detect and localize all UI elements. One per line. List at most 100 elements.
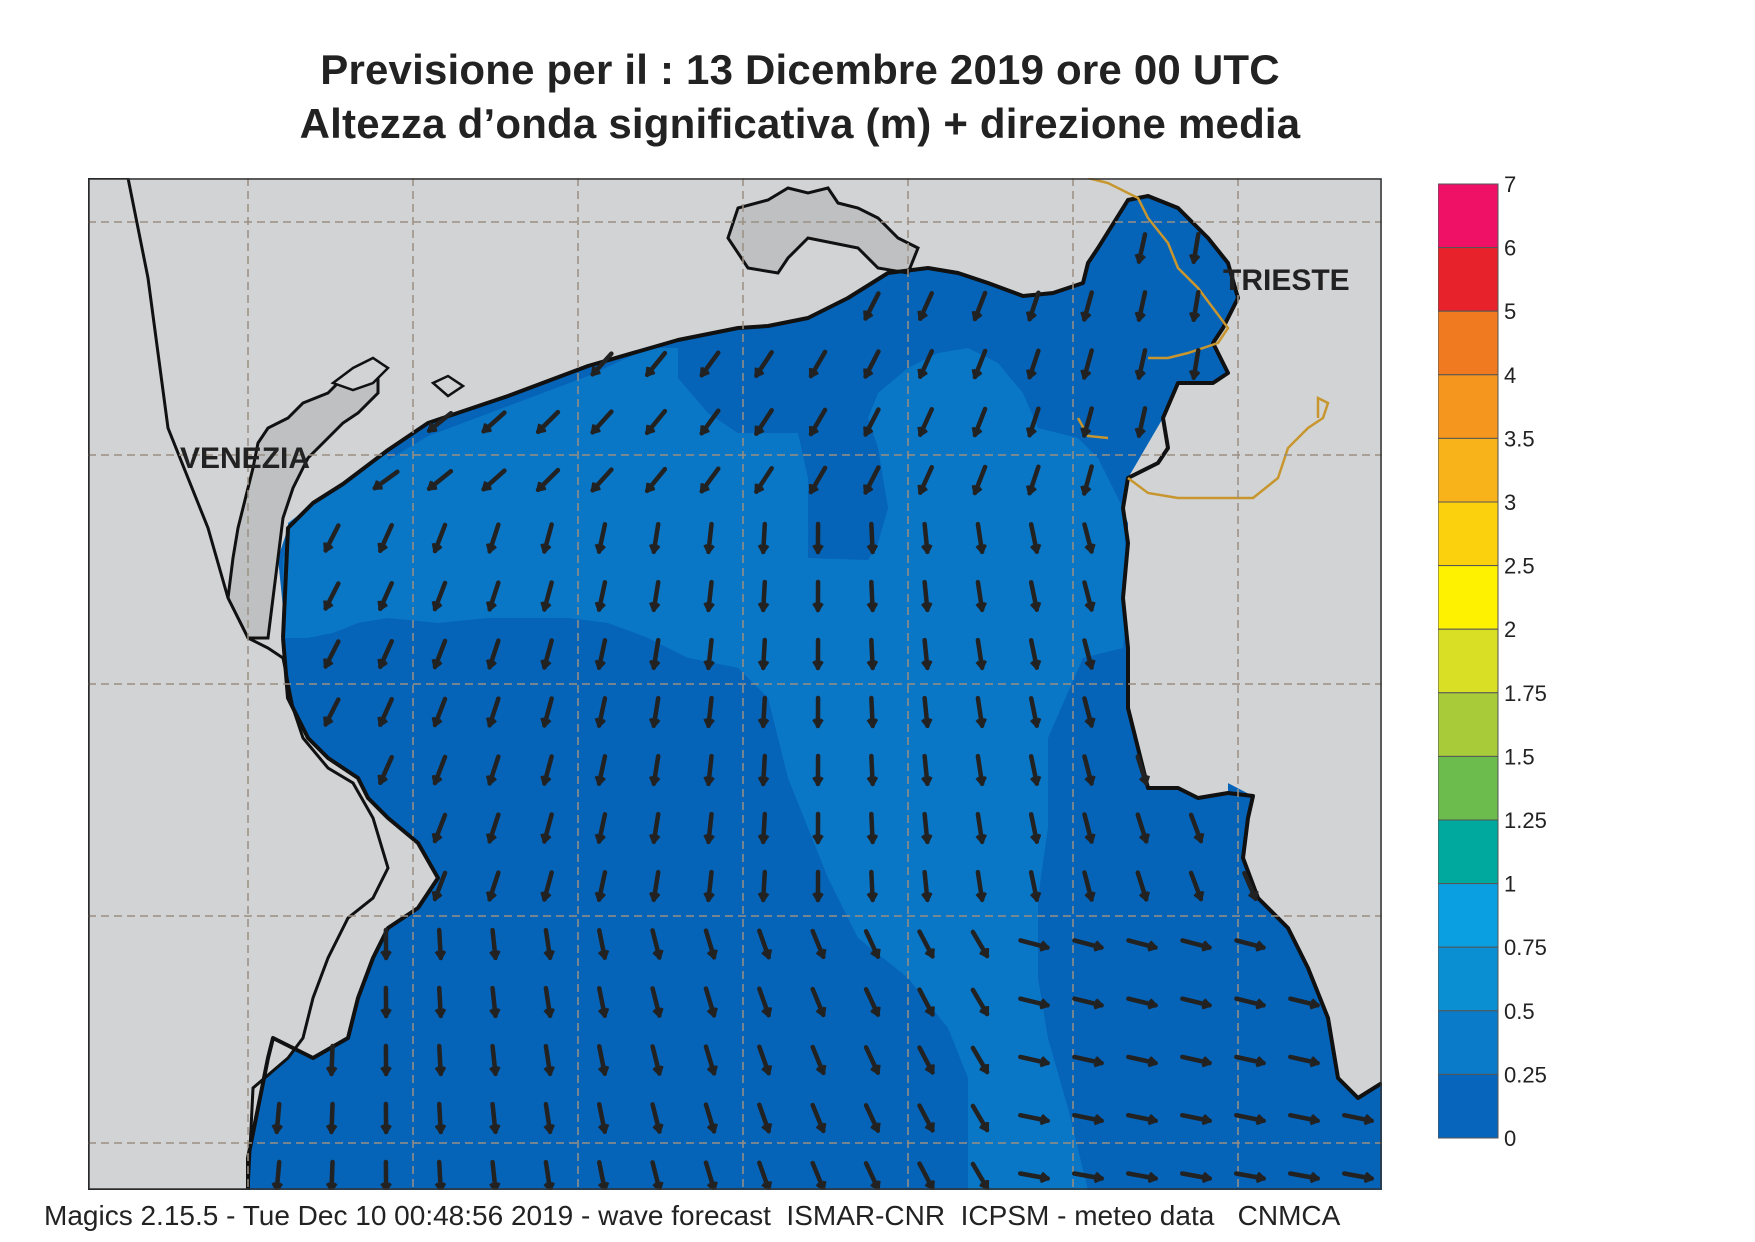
direction-arrow xyxy=(917,464,935,496)
arrow-head xyxy=(434,1066,447,1075)
direction-arrow xyxy=(699,466,721,494)
direction-arrow xyxy=(651,869,661,903)
arrow-head xyxy=(979,1006,990,1016)
arrow-head xyxy=(1080,427,1092,437)
arrow-head xyxy=(427,422,438,433)
arrow-head xyxy=(1030,543,1042,553)
arrow-head xyxy=(1134,427,1146,437)
direction-arrow xyxy=(1072,1112,1104,1124)
arrow-head xyxy=(1363,1113,1373,1126)
arrow-head xyxy=(812,834,824,843)
direction-arrow xyxy=(760,811,768,845)
direction-arrow xyxy=(706,637,714,671)
legend-swatch xyxy=(1438,946,1499,1012)
arrow-head xyxy=(481,481,492,492)
legend-swatch xyxy=(1438,565,1499,630)
direction-arrow xyxy=(372,469,400,491)
direction-arrow xyxy=(651,811,661,845)
arrow-head xyxy=(870,1064,881,1075)
direction-arrow xyxy=(703,986,717,1018)
arrow-head xyxy=(757,834,770,843)
arrow-head xyxy=(1084,543,1096,553)
arrow-head xyxy=(863,310,874,320)
arrow-head xyxy=(377,658,388,669)
arrow-head xyxy=(594,833,606,843)
direction-arrow xyxy=(703,1044,717,1076)
wave-direction-arrows xyxy=(271,231,1375,1190)
direction-arrow xyxy=(1028,522,1040,554)
direction-arrow xyxy=(869,521,875,555)
color-legend: 7 6 5 4 3.5 3 2.5 2 1.75 1.5 1.25 1 0.75 0.5 0.25 0 xyxy=(1438,172,1547,1151)
arrow-head xyxy=(870,1180,881,1190)
arrow-head xyxy=(921,833,933,844)
arrow-head xyxy=(1188,253,1201,263)
arrow-head xyxy=(1309,1171,1319,1184)
direction-arrow xyxy=(810,1044,826,1076)
direction-arrow xyxy=(651,521,661,555)
direction-arrow xyxy=(378,522,394,554)
arrow-head xyxy=(1138,833,1150,843)
arrow-head xyxy=(757,660,770,669)
legend-swatch xyxy=(1438,819,1499,885)
direction-arrow xyxy=(699,408,721,436)
direction-arrow xyxy=(490,1043,498,1077)
direction-arrow xyxy=(970,1161,990,1190)
arrow-head xyxy=(975,775,987,785)
graticule xyxy=(88,178,1382,1190)
legend-swatch xyxy=(1438,310,1499,376)
arrow-head xyxy=(481,423,492,434)
arrow-head xyxy=(866,544,879,553)
arrow-head xyxy=(870,1006,881,1017)
direction-arrow xyxy=(650,1102,662,1134)
arrow-head xyxy=(917,426,928,437)
direction-arrow xyxy=(970,1045,990,1075)
arrow-head xyxy=(808,484,819,494)
direction-arrow xyxy=(323,581,341,611)
direction-arrow xyxy=(487,522,501,554)
arrow-head xyxy=(1084,833,1096,843)
direction-arrow xyxy=(1082,696,1094,728)
arrow-head xyxy=(1080,369,1092,379)
arrow-head xyxy=(323,600,334,610)
arrow-head xyxy=(1039,1171,1049,1184)
direction-arrow xyxy=(1082,290,1094,322)
arrow-head xyxy=(540,543,552,553)
direction-arrow xyxy=(917,1103,935,1133)
legend-label: 3.5 xyxy=(1504,426,1535,451)
direction-arrow xyxy=(1027,406,1041,438)
legend-label: 0.5 xyxy=(1504,999,1535,1024)
arrow-head xyxy=(1030,659,1042,669)
arrow-head xyxy=(652,1065,664,1075)
direction-arrow xyxy=(650,986,662,1018)
arrow-head xyxy=(652,1123,664,1133)
direction-arrow xyxy=(1082,464,1094,496)
direction-arrow xyxy=(1188,870,1204,902)
arrow-head xyxy=(1147,1056,1157,1068)
arrow-head xyxy=(979,1064,990,1074)
direction-arrow xyxy=(543,985,553,1019)
arrow-head xyxy=(645,424,656,435)
arrow-head xyxy=(699,483,710,493)
direction-arrow xyxy=(1233,1171,1267,1181)
arrow-head xyxy=(757,718,770,727)
direction-arrow xyxy=(1018,1054,1050,1066)
arrow-head xyxy=(815,1122,827,1133)
direction-arrow xyxy=(863,465,881,495)
direction-arrow xyxy=(1180,1112,1212,1124)
arrow-head xyxy=(706,1123,718,1133)
direction-arrow xyxy=(1072,996,1104,1008)
direction-arrow xyxy=(917,406,935,438)
arrow-head xyxy=(863,368,874,378)
arrow-head xyxy=(699,367,710,377)
arrow-head xyxy=(1030,601,1042,611)
direction-arrow xyxy=(757,1044,771,1076)
direction-arrow xyxy=(757,986,771,1018)
direction-arrow xyxy=(1191,289,1201,323)
arrow-head xyxy=(1201,940,1211,952)
direction-arrow xyxy=(810,928,826,960)
direction-arrow xyxy=(432,696,448,728)
direction-arrow xyxy=(323,697,341,727)
direction-arrow xyxy=(487,754,501,786)
direction-arrow xyxy=(590,409,614,435)
arrow-head xyxy=(1134,311,1146,321)
